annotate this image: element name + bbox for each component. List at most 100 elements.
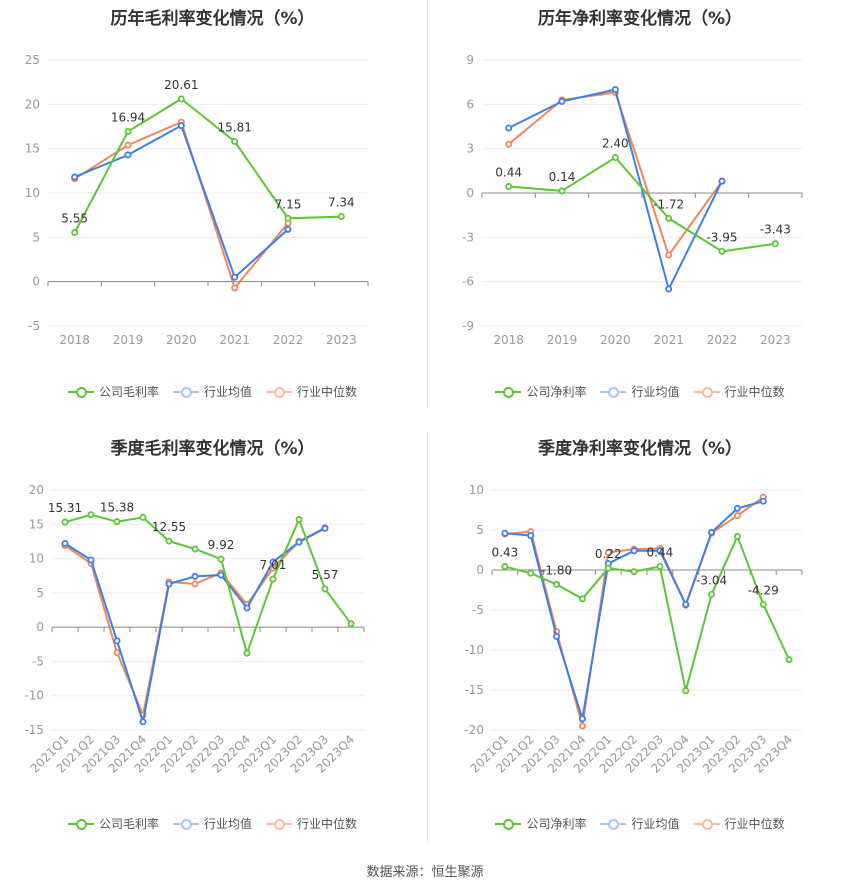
data-point-industry-avg [165,580,173,588]
data-point-industry-avg [733,504,741,512]
data-label: 5.55 [61,211,88,225]
data-label: -3.04 [696,573,727,587]
y-tick-label: -10 [24,689,44,703]
y-tick-label: 5 [476,523,484,537]
legend-line-icon [67,818,94,830]
data-label: -1.80 [541,563,572,577]
data-point-company [243,649,251,657]
data-label: 5.57 [312,568,339,582]
x-tick-label: 2020 [166,333,197,347]
legend-item-industry-median[interactable]: 行业中位数 [266,383,357,400]
chart-quarterly-gross-margin-svg: -15-10-5051015202021Q12021Q22021Q32021Q4… [24,483,365,776]
legend: 公司毛利率 行业均值 行业中位数 [0,383,425,400]
data-label: 9.92 [208,538,235,552]
legend-line-icon [693,818,720,830]
series-line-company [73,97,342,233]
data-point-industry-median [505,140,513,148]
chart-quarterly-gross-margin: 季度毛利率变化情况（%） -15 -10 -5 0 5 10 15 20 2021Q1 2021Q… [0,430,425,850]
data-point-company [771,240,779,248]
data-point-company [295,515,303,523]
data-point-industry-avg [284,225,292,233]
data-point-company [604,564,612,572]
legend-item-company[interactable]: 公司毛利率 [67,815,159,832]
legend-label: 公司净利率 [526,385,587,399]
data-label: 12.55 [152,520,186,534]
chart-annual-net-margin-svg: -9 -6 -3 0 3 6 9 2018 2019 2020 2021 2022 2023 0.44 0.… [462,53,803,347]
data-point-company [527,569,535,577]
legend-item-industry-median[interactable]: 行业中位数 [693,815,785,832]
y-tick-label: -15 [464,683,484,697]
data-label: 16.94 [111,110,145,124]
data-point-industry-avg [759,497,767,505]
chart-annual-net-margin: 历年净利率变化情况（%） -9 -6 -3 0 3 6 9 2018 2019 2020 2021 2… [430,0,850,420]
data-point-industry-avg [217,571,225,579]
data-point-industry-avg [231,273,239,281]
y-tick-label: 9 [466,53,474,67]
legend: 公司净利率 行业均值 行业中位数 [430,815,850,832]
y-tick-label: -6 [462,275,474,289]
data-point-company [785,656,793,664]
legend-item-company[interactable]: 公司净利率 [495,383,586,400]
legend-item-industry-avg[interactable]: 行业均值 [172,383,252,400]
data-point-company [217,555,225,563]
data-point-industry-avg [558,97,566,105]
legend-line-icon [67,386,94,398]
legend-label: 行业均值 [203,817,252,831]
legend-line-icon [693,386,720,398]
y-tick-label: 3 [466,142,474,156]
legend-item-industry-avg[interactable]: 行业均值 [172,815,252,832]
y-tick-label: 0 [32,275,40,289]
legend-line-icon [172,386,199,398]
data-point-industry-median [733,512,741,520]
data-point-company [231,137,239,145]
data-point-company [665,214,673,222]
y-tick-label: 10 [469,483,484,497]
data-point-company [656,562,664,570]
data-point-company [501,563,509,571]
y-tick-label: 10 [25,186,40,200]
y-tick-label: 20 [25,97,40,111]
data-label: -4.29 [748,583,779,597]
data-point-company [87,511,95,519]
data-point-industry-avg [718,177,726,185]
data-point-industry-avg [124,151,132,159]
data-point-industry-median [113,649,121,657]
data-label: 2.40 [602,137,629,151]
y-tick-label: -15 [24,723,44,737]
x-tick-label: 2023 [760,333,791,347]
y-tick-label: -5 [32,654,44,668]
data-label: 20.61 [164,78,198,92]
data-point-company [759,600,767,608]
x-tick-label: 2023 [326,333,357,347]
data-point-industry-avg [665,285,673,293]
y-tick-label: 6 [466,97,474,111]
data-point-company [611,154,619,162]
data-point-industry-avg [682,600,690,608]
data-point-industry-avg [505,124,513,132]
data-point-company [124,127,132,135]
legend-item-industry-median[interactable]: 行业中位数 [266,815,357,832]
chart-title: 历年毛利率变化情况（%） [110,9,315,29]
data-point-industry-avg [578,715,586,723]
legend-item-company[interactable]: 公司净利率 [495,815,586,832]
data-point-industry-median [578,722,586,730]
legend-item-industry-avg[interactable]: 行业均值 [600,815,680,832]
chart-title: 历年净利率变化情况（%） [537,9,743,29]
y-tick-label: 20 [29,483,44,497]
data-source-note: 数据来源：恒生聚源 [366,865,484,880]
data-point-company [630,568,638,576]
data-point-company [61,518,69,526]
y-tick-label: 0 [36,620,44,634]
y-tick-label: -20 [464,723,484,737]
legend: 公司毛利率 行业均值 行业中位数 [0,815,425,832]
chart-quarterly-net-margin: 季度净利率变化情况（%） -20 -15 -10 -5 0 5 10 2021Q1 2021Q2… [430,430,850,850]
x-tick-label: 2020 [600,333,631,347]
data-label: 0.14 [549,170,576,184]
data-point-industry-avg [708,528,716,536]
legend-item-industry-median[interactable]: 行业中位数 [693,383,785,400]
legend-item-company[interactable]: 公司毛利率 [67,383,159,400]
data-point-industry-avg [269,558,277,566]
data-point-industry-median [231,284,239,292]
legend-item-industry-avg[interactable]: 行业均值 [600,383,680,400]
data-point-company [578,595,586,603]
